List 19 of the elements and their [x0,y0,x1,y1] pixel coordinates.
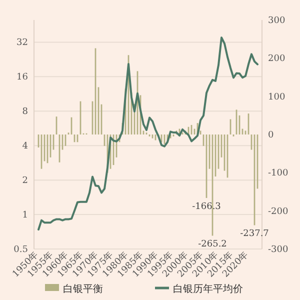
y-tick-label: 4 [22,142,28,152]
y2-tick-label: 0 [268,130,274,140]
legend-label: 白银平衡 [63,283,103,295]
y2-tick-label: 200 [268,54,286,64]
y2-tick-label: 300 [268,16,286,26]
y-tick-label: 16 [16,72,28,83]
y2-tick-label: 100 [268,92,286,102]
y2-tick-label: -100 [268,168,288,179]
data-label: -166.3 [192,202,222,212]
y2-tick-label: -300 [268,245,288,255]
y-tick-label: 8 [22,107,28,118]
data-label: -265.2 [198,240,227,250]
y-tick-label: 32 [16,38,28,48]
y2-tick-label: -200 [268,206,288,217]
y-tick-label: 0.5 [14,245,28,255]
data-label: -237.7 [240,229,270,240]
legend-label: 白银历年平均价 [173,283,243,295]
y-tick-label: 2 [22,176,28,186]
y-tick-label: 1 [22,210,28,221]
